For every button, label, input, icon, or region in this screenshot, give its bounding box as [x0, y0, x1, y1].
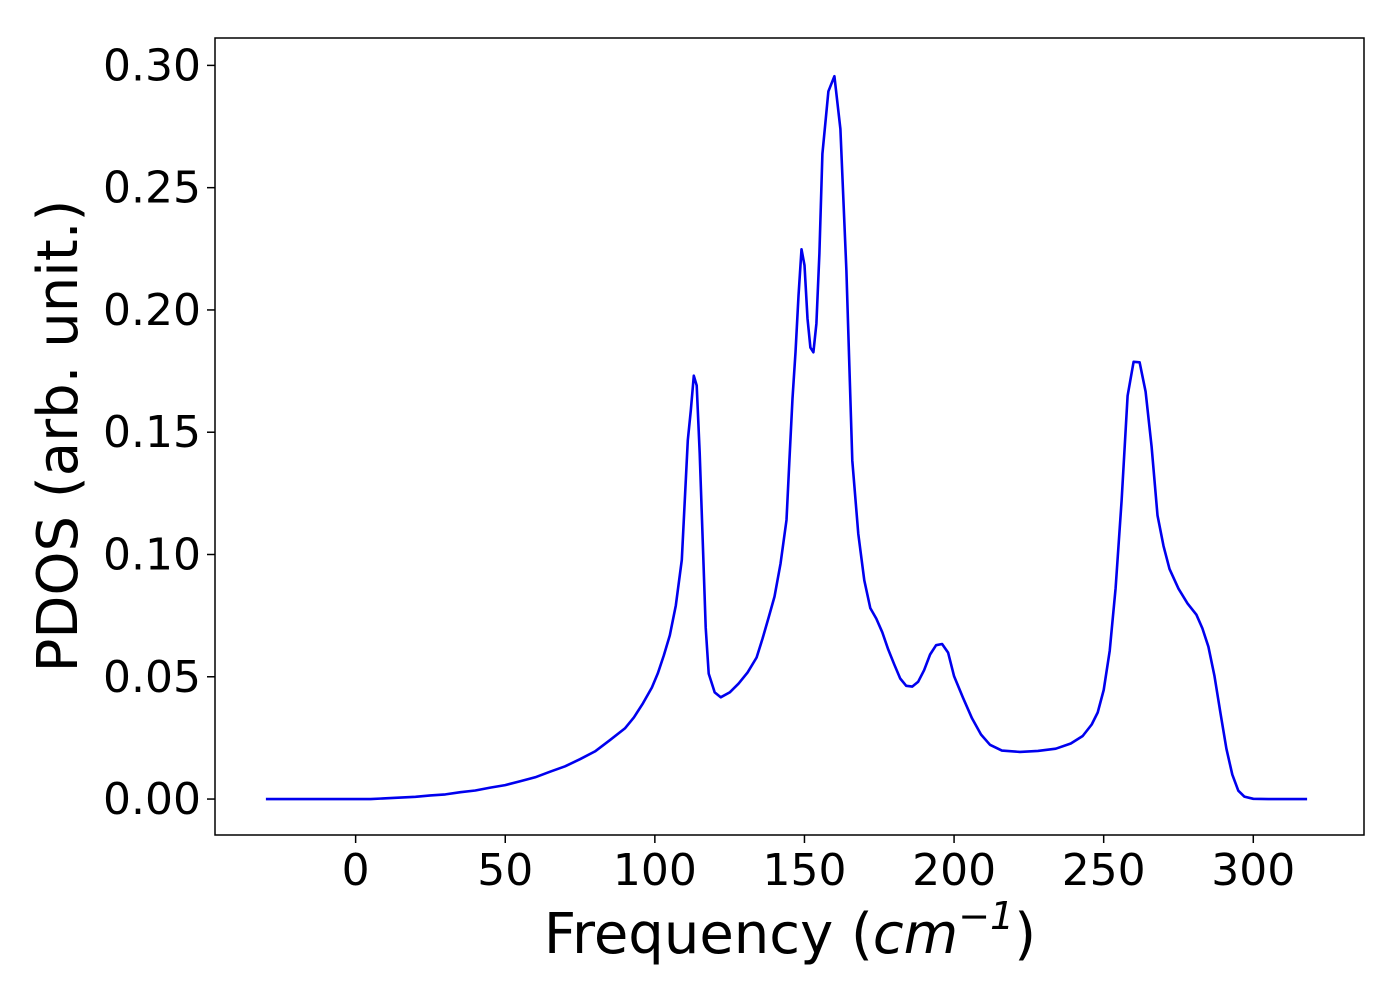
- y-axis-ticks: 0.00 0.05 0.10 0.15 0.20 0.25 0.30: [103, 40, 215, 825]
- y-tick-label: 0.15: [103, 407, 201, 458]
- x-tick-label: 0: [342, 845, 370, 896]
- series-layer: [265, 74, 1308, 801]
- x-axis-ticks: 0 50 100 150 200 250 300: [342, 835, 1295, 896]
- x-tick-label: 100: [613, 845, 697, 896]
- y-tick-label: 0.30: [103, 40, 201, 91]
- y-tick-label: 0.10: [103, 529, 201, 580]
- x-tick-label: 150: [762, 845, 846, 896]
- y-axis-label: PDOS (arb. unit.): [26, 200, 91, 673]
- x-tick-label: 50: [477, 845, 533, 896]
- y-tick-label: 0.05: [103, 652, 201, 703]
- plot-area-frame: [214, 37, 1365, 836]
- x-tick-label: 250: [1062, 845, 1146, 896]
- x-tick-label: 300: [1211, 845, 1295, 896]
- y-tick-label: 0.20: [103, 285, 201, 336]
- x-axis-label: Frequency (cm−1): [544, 894, 1036, 967]
- x-tick-label: 200: [912, 845, 996, 896]
- pdos-series-line: [265, 74, 1308, 801]
- y-tick-label: 0.25: [103, 163, 201, 214]
- y-tick-label: 0.00: [103, 774, 201, 825]
